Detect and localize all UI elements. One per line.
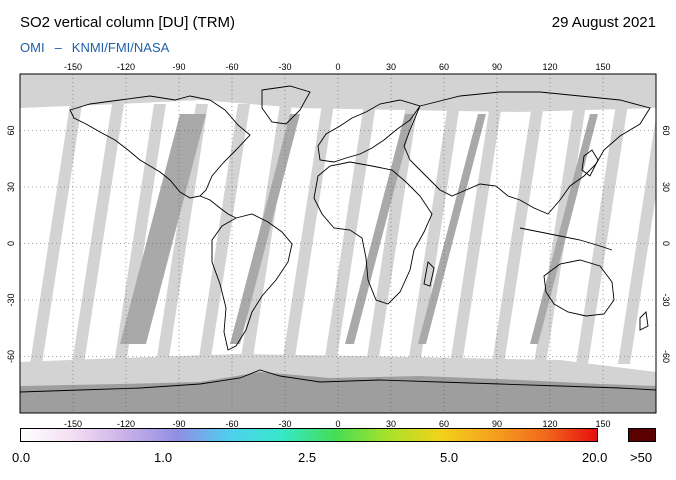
latitude-tick-label: 0 [661, 241, 671, 246]
so2-colorbar [20, 428, 598, 442]
longitude-tick-label: -30 [278, 62, 291, 72]
longitude-tick-label: 150 [595, 62, 610, 72]
longitude-tick-label: 150 [595, 419, 610, 429]
credit-knmi: KNMI/FMI/NASA [71, 40, 170, 55]
longitude-tick-label: -90 [172, 419, 185, 429]
gap-swath [114, 104, 166, 364]
gap-swath [408, 104, 460, 364]
longitude-tick-label: 90 [492, 62, 502, 72]
gap-swath [366, 104, 418, 364]
colorbar-label-4: 20.0 [582, 450, 608, 465]
night-swath [530, 114, 598, 344]
gap-swath [576, 104, 628, 364]
latitude-tick-label: 30 [661, 182, 671, 192]
night-swath [345, 114, 414, 344]
credit-dash: – [54, 40, 62, 55]
map-area [20, 74, 676, 413]
gap-swath [618, 117, 656, 364]
maritime-se-asia-coast [519, 227, 613, 251]
antarctica-coast [20, 369, 656, 393]
longitude-tick-label: 120 [542, 62, 557, 72]
colorbar-overflow-swatch [628, 428, 656, 442]
coastlines [20, 85, 656, 393]
africa-coast [313, 161, 433, 305]
latitude-tick-label: 60 [6, 125, 16, 135]
night-side-swaths [120, 114, 598, 344]
gap-swath [324, 104, 376, 364]
latitude-tick-label: -60 [6, 350, 16, 363]
greenland-coast [261, 85, 311, 125]
longitude-tick-label: 60 [439, 62, 449, 72]
night-swath [120, 114, 206, 344]
latitude-tick-label: -30 [6, 293, 16, 306]
graticule [20, 74, 656, 413]
longitude-tick-label: 60 [439, 419, 449, 429]
south-america-coast [211, 213, 293, 351]
gap-swath [492, 104, 544, 364]
longitude-tick-label: -120 [117, 62, 135, 72]
colorbar-label-0: 0.0 [12, 450, 31, 465]
colorbar-overflow-label: >50 [630, 450, 653, 465]
latitude-tick-label: -60 [661, 350, 671, 363]
longitude-labels-top: -150 -120 -90 -60 -30 0 30 60 90 120 150 [64, 62, 611, 72]
longitude-labels-bottom: -150 -120 -90 -60 -30 0 30 60 90 120 150 [64, 419, 611, 429]
longitude-tick-label: 30 [386, 62, 396, 72]
latitude-tick-label: 30 [6, 182, 16, 192]
longitude-tick-label: -120 [117, 419, 135, 429]
latitude-labels-right: 60 30 0 -30 -60 [661, 125, 671, 363]
australia-coast [543, 259, 615, 317]
longitude-tick-label: -90 [172, 62, 185, 72]
longitude-tick-label: 90 [492, 419, 502, 429]
data-credit: OMI – KNMI/FMI/NASA [20, 40, 169, 55]
longitude-tick-label: -150 [64, 62, 82, 72]
night-swath [418, 114, 486, 344]
gap-swath [450, 104, 502, 364]
asia-coast [403, 91, 651, 215]
north-america-coast [69, 95, 251, 199]
gap-swath [72, 104, 124, 364]
longitude-tick-label: 0 [335, 62, 340, 72]
map-frame [19, 73, 657, 414]
gap-swath [156, 104, 208, 364]
latitude-tick-label: -30 [661, 293, 671, 306]
night-swath [230, 114, 300, 344]
longitude-tick-label: -60 [225, 62, 238, 72]
latitude-tick-label: 0 [6, 241, 16, 246]
longitude-tick-label: 0 [335, 419, 340, 429]
longitude-tick-label: 30 [386, 419, 396, 429]
longitude-tick-label: -150 [64, 419, 82, 429]
longitude-tick-label: -60 [225, 419, 238, 429]
japan-coast [581, 149, 599, 177]
colorbar-label-3: 5.0 [440, 450, 459, 465]
latitude-labels-left: 60 30 0 -30 -60 [6, 125, 16, 363]
map-date: 29 August 2021 [551, 14, 656, 31]
gap-swath [30, 104, 82, 364]
madagascar-coast [423, 261, 435, 287]
map-title: SO2 vertical column [DU] (TRM) [20, 14, 236, 31]
colorbar-label-1: 1.0 [154, 450, 173, 465]
gap-swath [198, 104, 250, 364]
new-zealand-coast [639, 311, 649, 331]
gap-swath [660, 104, 676, 364]
latitude-tick-label: 60 [661, 125, 671, 135]
central-america-coast [199, 195, 237, 219]
longitude-tick-label: -30 [278, 419, 291, 429]
colorbar-label-2: 2.5 [298, 450, 317, 465]
gap-swath [282, 104, 334, 364]
credit-omi: OMI [20, 40, 45, 55]
longitude-tick-label: 120 [542, 419, 557, 429]
